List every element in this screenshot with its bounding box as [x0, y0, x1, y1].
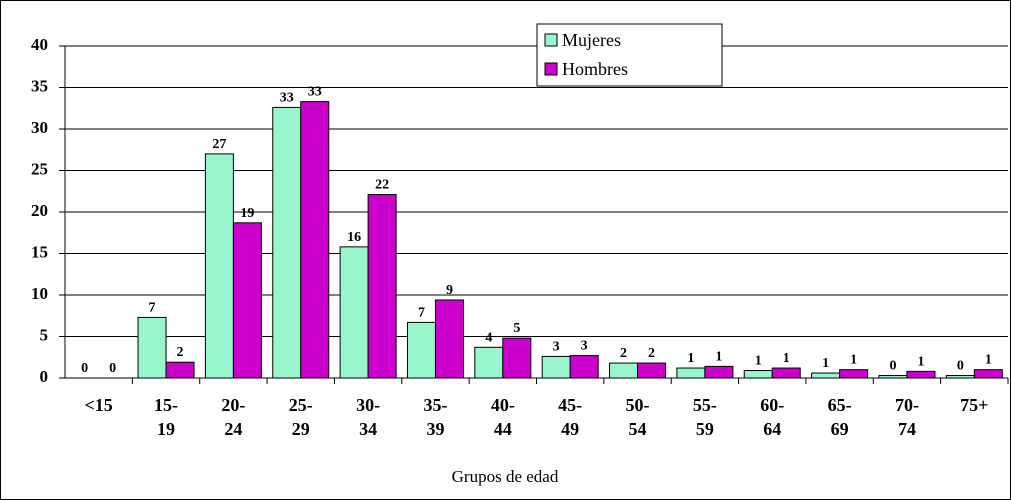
- value-label: 3: [553, 339, 560, 354]
- bar: [137, 316, 167, 379]
- value-label: 1: [850, 353, 857, 368]
- legend-swatch: [544, 62, 558, 76]
- x-tick-label: 40- 44: [490, 395, 515, 439]
- value-label: 1: [755, 354, 762, 369]
- bar: [973, 369, 1003, 379]
- bar: [743, 370, 773, 379]
- bar: [232, 222, 262, 379]
- bar: [637, 362, 667, 379]
- y-tick-label: 10: [31, 284, 48, 303]
- value-label: 0: [957, 359, 964, 374]
- value-label: 1: [687, 351, 694, 366]
- bar: [541, 355, 571, 379]
- x-tick-label: 70- 74: [894, 395, 919, 439]
- bar: [569, 355, 599, 379]
- x-tick-label: 55- 59: [692, 395, 717, 439]
- bar: [839, 369, 869, 379]
- y-tick-label: 35: [31, 76, 48, 95]
- bar: [204, 153, 234, 379]
- value-label: 1: [917, 354, 924, 369]
- legend-label: Mujeres: [562, 30, 621, 50]
- bar: [878, 375, 908, 379]
- x-tick-label: 60- 64: [760, 395, 785, 439]
- bar: [406, 321, 436, 379]
- value-label: 1: [783, 351, 790, 366]
- bar: [165, 361, 195, 379]
- x-tick-label: 25- 29: [288, 395, 313, 439]
- x-tick-label: 65- 69: [827, 395, 852, 439]
- bar: [434, 299, 464, 379]
- bar: [300, 101, 330, 379]
- x-tick-label: 35- 39: [423, 395, 448, 439]
- x-tick-label: 45- 49: [558, 395, 583, 439]
- x-tick-label: 50- 54: [625, 395, 650, 439]
- legend-swatch: [544, 33, 558, 47]
- value-label: 27: [212, 137, 226, 152]
- value-label: 16: [347, 230, 361, 245]
- value-label: 2: [177, 345, 184, 360]
- value-label: 1: [822, 356, 829, 371]
- value-label: 9: [446, 283, 453, 298]
- y-tick-label: 20: [31, 201, 48, 220]
- bar: [474, 346, 504, 379]
- value-label: 7: [149, 300, 156, 315]
- y-tick-label: 40: [31, 35, 48, 54]
- bar: [502, 337, 532, 379]
- value-label: 2: [648, 346, 655, 361]
- y-tick-label: 30: [31, 118, 48, 137]
- value-label: 0: [889, 359, 896, 374]
- bar: [339, 246, 369, 379]
- value-label: 0: [81, 361, 88, 376]
- legend-label: Hombres: [562, 59, 628, 79]
- value-label: 19: [240, 206, 254, 221]
- x-tick-label: 75+: [960, 395, 989, 415]
- bar: [811, 372, 841, 379]
- bar: [676, 367, 706, 379]
- bar: [771, 367, 801, 379]
- legend-box: [536, 23, 723, 87]
- value-label: 0: [109, 361, 116, 376]
- x-tick-label: 30- 34: [356, 395, 381, 439]
- bar: [272, 106, 302, 379]
- value-label: 7: [418, 305, 425, 320]
- bar: [704, 365, 734, 379]
- x-tick-label: <15: [84, 395, 113, 415]
- x-tick-label: 15- 19: [154, 395, 179, 439]
- value-label: 1: [715, 349, 722, 364]
- value-label: 4: [485, 330, 492, 345]
- y-tick-label: 25: [31, 159, 48, 178]
- y-tick-label: 15: [31, 242, 48, 261]
- bar: [609, 362, 639, 379]
- x-tick-label: 20- 24: [221, 395, 246, 439]
- y-tick-label: 5: [40, 325, 49, 344]
- value-label: 2: [620, 346, 627, 361]
- bar: [367, 194, 397, 379]
- x-axis-title: Grupos de edad: [452, 467, 559, 486]
- bar: [945, 375, 975, 379]
- value-label: 33: [280, 90, 294, 105]
- value-label: 3: [581, 339, 588, 354]
- bar: [906, 370, 936, 379]
- value-label: 22: [375, 178, 389, 193]
- y-tick-label: 0: [40, 367, 49, 386]
- value-label: 1: [985, 353, 992, 368]
- value-label: 5: [513, 321, 520, 336]
- value-label: 33: [308, 85, 322, 100]
